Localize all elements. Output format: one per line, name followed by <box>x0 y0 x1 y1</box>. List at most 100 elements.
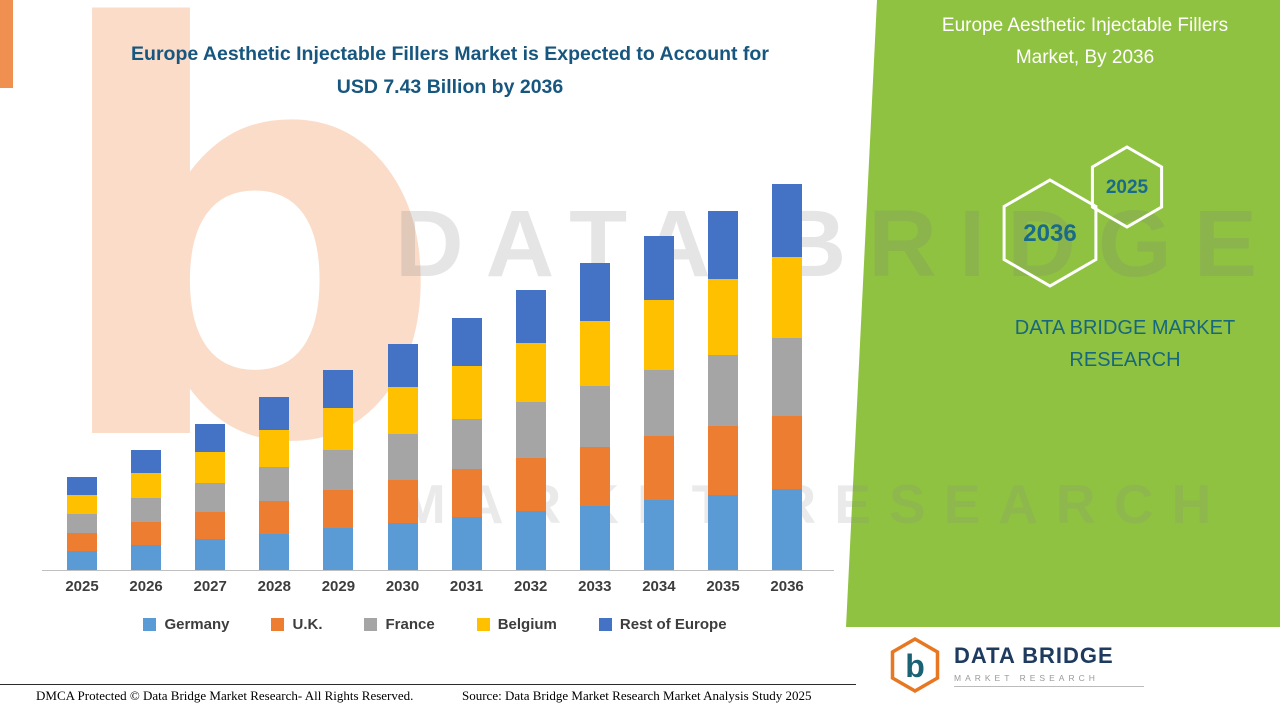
bar-segment-u-k--2031 <box>451 469 482 517</box>
x-axis-label-2034: 2034 <box>642 578 676 595</box>
bar-segment-belgium-2029 <box>323 407 354 450</box>
brand-line2: RESEARCH <box>1069 349 1181 371</box>
legend-item-rest-of-europe: Rest of Europe <box>598 616 727 633</box>
bar-segment-u-k--2027 <box>195 511 226 540</box>
bar-segment-belgium-2028 <box>259 430 290 467</box>
chart-title-line2: USD 7.43 Billion by 2036 <box>336 76 564 99</box>
logo-text: DATA BRIDGE MARKET RESEARCH <box>954 643 1144 687</box>
x-axis-line <box>42 570 834 571</box>
bar-segment-rest-of-europe-2032 <box>515 290 546 344</box>
bar-segment-rest-of-europe-2034 <box>643 236 674 300</box>
legend-label: Belgium <box>497 616 557 633</box>
bar-segment-belgium-2033 <box>579 321 610 386</box>
bar-segment-rest-of-europe-2036 <box>772 183 803 257</box>
bar-segment-germany-2030 <box>387 522 418 570</box>
legend-item-germany: Germany <box>143 616 229 633</box>
source-note: Source: Data Bridge Market Research Mark… <box>462 688 812 703</box>
bar-segment-rest-of-europe-2025 <box>67 477 97 496</box>
legend-swatch <box>364 618 378 631</box>
bar-segment-germany-2034 <box>643 499 674 570</box>
bar-segment-u-k--2025 <box>67 533 97 551</box>
legend-swatch <box>271 618 285 631</box>
bar-segment-germany-2036 <box>772 488 803 570</box>
legend-label: U.K. <box>292 616 323 633</box>
bar-segment-germany-2035 <box>708 494 738 570</box>
side-panel-title: Europe Aesthetic Injectable Fillers Mark… <box>890 10 1280 74</box>
brand-line1: DATA BRIDGE MARKET <box>1014 317 1236 339</box>
x-axis-label-2033: 2033 <box>578 578 612 595</box>
bar-segment-u-k--2033 <box>579 447 610 506</box>
bar-segment-france-2027 <box>195 482 226 512</box>
bar-segment-france-2025 <box>67 514 97 534</box>
x-axis-label-2035: 2035 <box>706 578 740 595</box>
bar-segment-france-2035 <box>708 354 738 427</box>
hexagon-2036-outline <box>1002 178 1098 288</box>
legend-label: Germany <box>164 616 230 633</box>
chart-legend: Germany U.K. France Belgium Rest of Europe <box>50 616 820 633</box>
side-panel-brand: DATA BRIDGE MARKET RESEARCH <box>975 312 1275 376</box>
hexagon-year-2036: 2036 <box>1023 220 1076 247</box>
legend-item-u-k-: U.K. <box>271 616 322 633</box>
company-logo: b DATA BRIDGE MARKET RESEARCH <box>886 636 1144 694</box>
side-panel-title-line2: Market, By 2036 <box>1015 46 1155 68</box>
bar-segment-u-k--2032 <box>515 458 546 512</box>
legend-label: Rest of Europe <box>619 616 727 633</box>
legend-label: France <box>385 616 435 633</box>
bar-segment-belgium-2030 <box>387 386 418 435</box>
bar-segment-rest-of-europe-2027 <box>195 424 226 452</box>
chart-title-line1: Europe Aesthetic Injectable Fillers Mark… <box>131 43 769 65</box>
bar-segment-rest-of-europe-2035 <box>708 211 738 280</box>
bar-segment-belgium-2032 <box>515 343 546 403</box>
bar-segment-germany-2029 <box>323 527 354 570</box>
bar-segment-germany-2033 <box>579 505 610 570</box>
bar-segment-france-2028 <box>259 466 290 501</box>
watermark-orange-strip <box>0 0 13 88</box>
bar-segment-france-2030 <box>387 434 418 480</box>
bar-segment-u-k--2030 <box>387 479 418 523</box>
bar-segment-france-2036 <box>772 338 803 416</box>
bar-segment-belgium-2026 <box>131 473 162 499</box>
bar-segment-belgium-2035 <box>708 279 738 355</box>
x-axis-label-2026: 2026 <box>129 578 163 595</box>
bar-segment-belgium-2036 <box>772 256 803 339</box>
x-axis-label-2036: 2036 <box>770 578 804 595</box>
legend-swatch <box>598 618 612 631</box>
x-axis-label-2029: 2029 <box>321 578 356 595</box>
bar-segment-rest-of-europe-2026 <box>131 450 162 474</box>
x-axis-label-2032: 2032 <box>514 578 548 595</box>
bar-segment-france-2034 <box>643 369 674 437</box>
bar-segment-germany-2028 <box>259 533 290 570</box>
hexagon-year-2025: 2025 <box>1106 177 1149 198</box>
bar-segment-u-k--2029 <box>323 489 354 528</box>
bar-segment-france-2029 <box>323 449 354 490</box>
bar-segment-rest-of-europe-2029 <box>323 369 354 408</box>
watermark-letter-b: b <box>45 0 446 566</box>
legend-item-france: France <box>364 616 435 633</box>
legend-swatch <box>143 618 157 631</box>
bar-segment-germany-2031 <box>451 516 482 570</box>
year-hexagons: 2025 2036 <box>1002 145 1164 288</box>
bar-segment-u-k--2036 <box>772 415 803 489</box>
hexagon-2025-outline <box>1090 145 1164 229</box>
bar-segment-u-k--2035 <box>708 426 738 495</box>
bar-segment-belgium-2025 <box>67 495 97 515</box>
x-axis-label-2030: 2030 <box>385 578 420 595</box>
chart-title: Europe Aesthetic Injectable Fillers Mark… <box>35 38 865 104</box>
bar-segment-belgium-2027 <box>195 451 226 483</box>
side-panel-title-line1: Europe Aesthetic Injectable Fillers <box>941 15 1229 36</box>
bar-segment-u-k--2026 <box>131 522 162 546</box>
legend-swatch <box>476 618 490 631</box>
watermark-data-bridge-text: DATA BRIDGE <box>395 191 1280 297</box>
bar-segment-france-2032 <box>515 402 546 459</box>
bar-segment-u-k--2034 <box>643 436 674 500</box>
bar-segment-france-2026 <box>131 498 162 523</box>
bar-segment-rest-of-europe-2031 <box>451 317 482 366</box>
x-axis-label-2027: 2027 <box>193 578 227 595</box>
footer-divider <box>0 684 856 685</box>
x-axis-label-2025: 2025 <box>65 578 99 595</box>
bar-segment-rest-of-europe-2028 <box>259 397 290 431</box>
bar-segment-rest-of-europe-2030 <box>387 343 418 387</box>
